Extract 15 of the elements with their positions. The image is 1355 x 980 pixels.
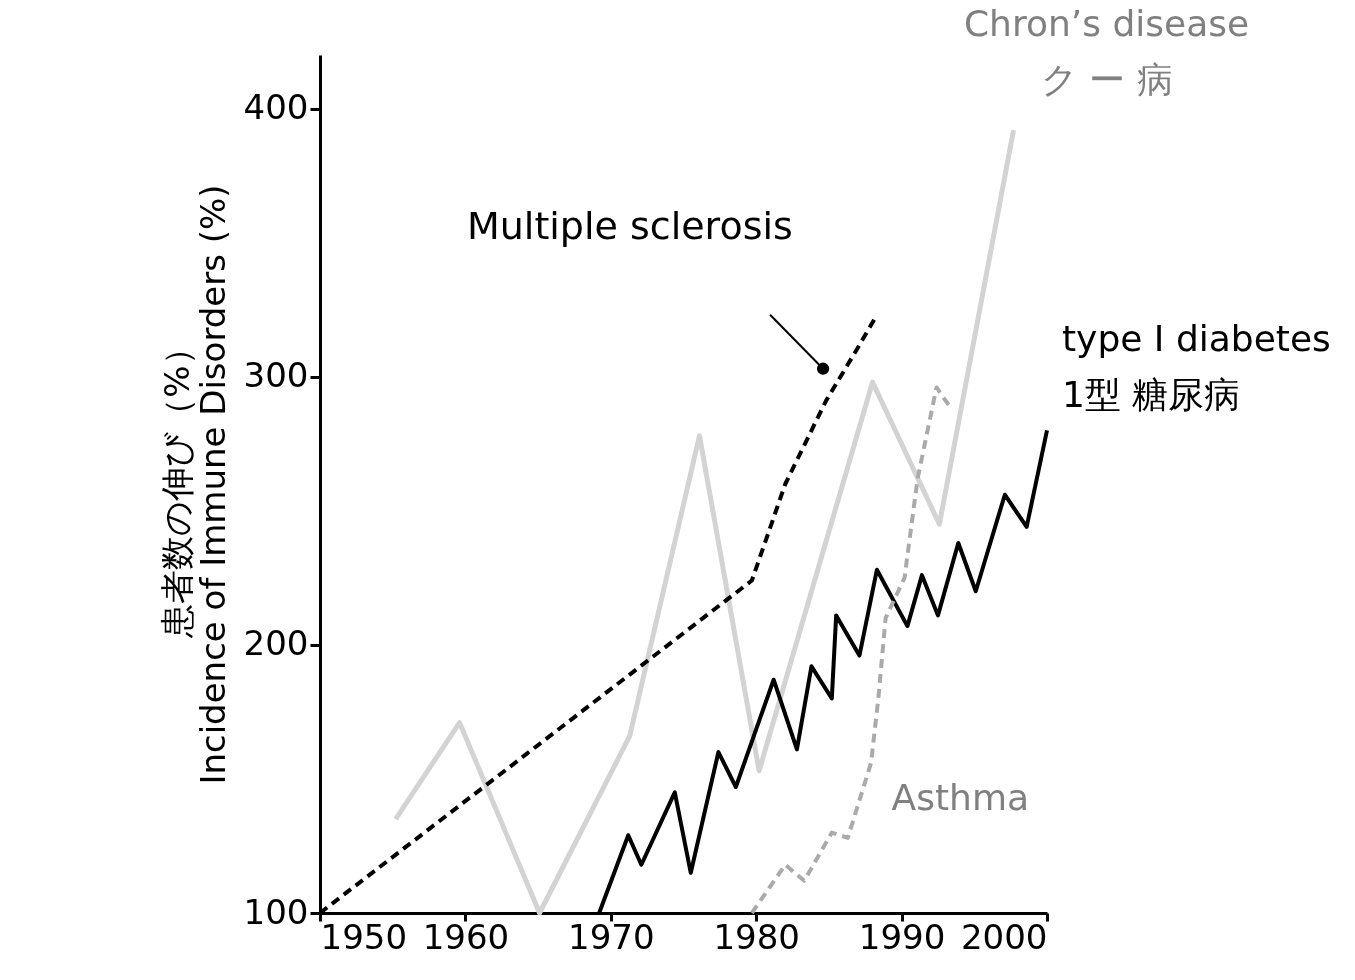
x-tick-label: 1950 [320, 916, 408, 957]
y-tick-label: 200 [243, 623, 309, 664]
x-tick-label: 1980 [713, 916, 800, 957]
series-label: Chron’s disease ク ー 病 [963, 3, 1250, 101]
x-tick-label: 1970 [568, 916, 655, 957]
series-label: type I diabetes 1型 糖尿病 [1062, 318, 1331, 416]
text: Multiple sclerosis [466, 204, 793, 249]
y-tick-label: 100 [243, 891, 309, 932]
x-tick-label: 2000 [960, 916, 1048, 957]
y-tick-label: 400 [243, 87, 309, 128]
x-tick-label: 1990 [858, 916, 946, 957]
series-label: Asthma [891, 777, 1030, 819]
y-tick-label: 300 [243, 355, 309, 396]
x-tick-label: 1960 [422, 916, 510, 957]
y-axis-title: 患者数の伸び（%） Incidence of Immune Disorders (%) [156, 184, 233, 785]
